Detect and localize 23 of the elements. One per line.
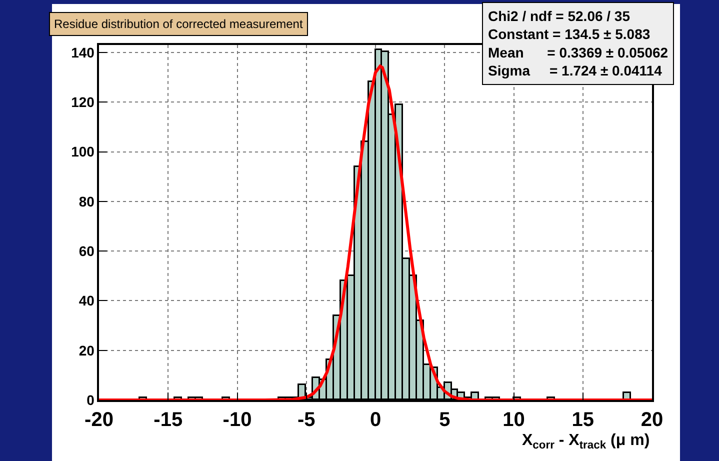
text: Constant = 134.5 ± 5.083 <box>488 26 650 42</box>
x-axis-title: X$_{corr}$ - X$_{track}$ (μ m) <box>522 432 650 452</box>
x-tick-label: 5 <box>439 408 450 431</box>
x-tick-label: -20 <box>84 408 114 431</box>
x-tick-label: 10 <box>502 408 525 431</box>
y-tick-label: 100 <box>71 144 95 160</box>
y-tick-label: 40 <box>78 292 95 309</box>
y-tick-label: 20 <box>78 342 95 358</box>
y-tick-label: 0 <box>86 392 95 408</box>
annotation: Sigma = 1.724 ± 0.04114 <box>488 62 662 79</box>
chart-title: Residue distribution of corrected measurement <box>54 17 304 31</box>
x-tick-label: -5 <box>297 408 316 431</box>
x-tick-label: 15 <box>572 408 594 431</box>
text: Chi2 / ndf = 52.06 / 35 <box>488 8 630 24</box>
x-tick-label: -15 <box>154 408 183 431</box>
y-tick-label: 80 <box>78 193 95 210</box>
annotation: Mean = 0.3369 ± 0.05062 <box>488 44 668 60</box>
x-tick-label: 20 <box>640 408 664 431</box>
y-tick-label: 60 <box>78 242 95 259</box>
x-tick-label: 0 <box>370 408 382 431</box>
y-tick-label: 120 <box>71 94 95 110</box>
x-tick-label: -10 <box>222 408 252 431</box>
y-tick-label: 140 <box>71 44 95 60</box>
